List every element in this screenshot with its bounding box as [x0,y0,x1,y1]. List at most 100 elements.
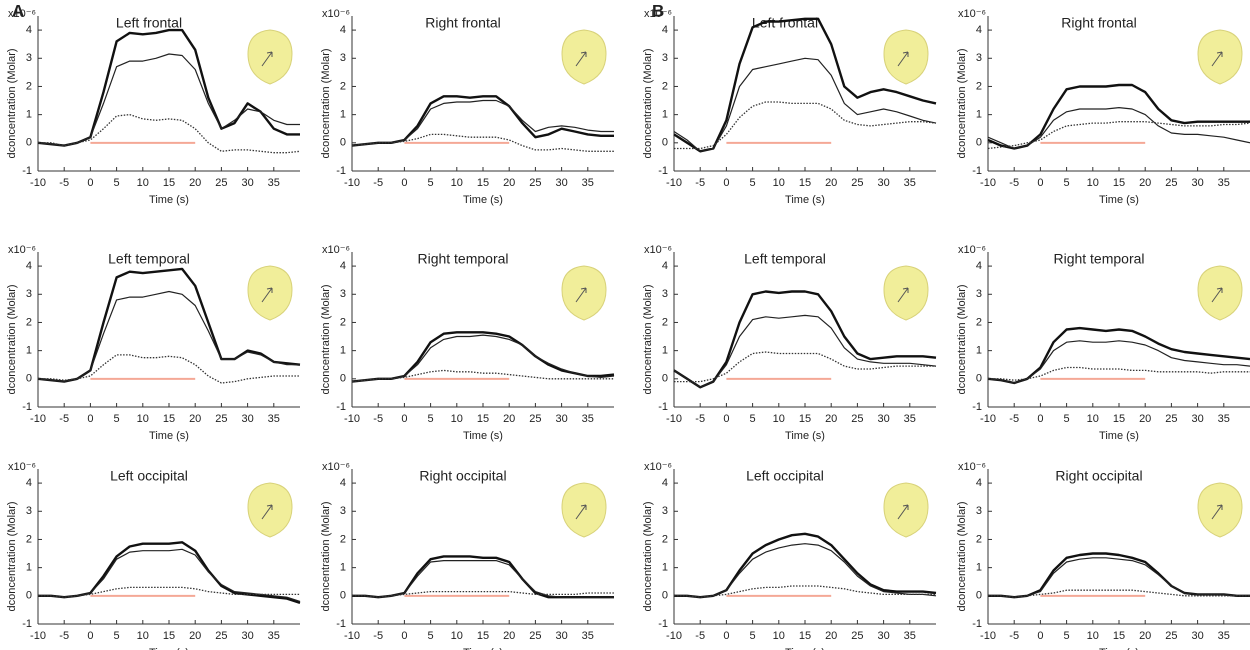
line-series [987,106,1250,150]
x-tick-label: -10 [980,413,996,425]
y-tick-label: 1 [26,345,32,357]
x-tick-label: 20 [1139,630,1151,642]
x-tick-label: 5 [428,177,434,189]
y-tick-label: 0 [662,137,668,149]
x-tick-label: 0 [723,413,729,425]
x-tick-label: -5 [59,630,69,642]
x-tick-label: 20 [189,413,201,425]
chart-title: Left temporal [744,251,826,267]
brain-icon [1197,29,1243,85]
x-tick-label: 35 [268,413,280,425]
x-tick-label: 5 [1064,413,1070,425]
y-tick-label: 2 [26,533,32,545]
y-tick-label: 3 [662,505,668,517]
brain-icon-arrow [897,287,909,303]
x-tick-label: 0 [1037,630,1043,642]
y-tick-label: 4 [26,477,32,489]
x-tick-label: -5 [695,413,705,425]
y-axis-label: dconcentration (Molar) [956,284,968,394]
chart-title: Right temporal [417,251,508,267]
x-tick-label: -5 [373,413,383,425]
line-series [351,95,614,147]
x-axis-label: Time (s) [463,194,503,206]
line-series [351,369,614,383]
y-tick-label: 3 [340,52,346,64]
y-tick-label: -1 [658,618,668,630]
line-series [987,340,1250,384]
chart-title: Right occipital [419,468,506,484]
x-tick-label: 20 [503,177,515,189]
x-tick-label: -10 [30,630,46,642]
x-tick-label: 25 [1165,413,1177,425]
line-series [674,585,936,598]
x-tick-label: 0 [723,630,729,642]
x-tick-label: -10 [666,630,682,642]
x-tick-label: -10 [980,177,996,189]
y-tick-label: 0 [340,373,346,385]
x-tick-label: 35 [268,630,280,642]
x-tick-label: 35 [904,630,916,642]
y-axis-label: dconcentration (Molar) [320,284,332,394]
brain-icon [883,482,929,538]
y-multiplier: x10⁻⁶ [322,244,350,256]
chart-title: Right occipital [1055,468,1142,484]
x-tick-label: 30 [877,413,889,425]
x-tick-label: 10 [1087,630,1099,642]
x-tick-label: 20 [825,177,837,189]
y-axis-label: dconcentration (Molar) [320,48,332,158]
x-tick-label: 0 [1037,177,1043,189]
line-series [38,354,300,384]
y-tick-label: -1 [658,401,668,413]
line-series [988,552,1250,599]
x-tick-label: 5 [1064,177,1070,189]
y-tick-label: 2 [340,80,346,92]
line-series [37,290,300,383]
x-tick-label: 15 [799,177,811,189]
x-tick-label: 10 [137,177,149,189]
x-tick-label: 0 [401,177,407,189]
x-tick-label: 0 [1037,413,1043,425]
x-tick-label: -5 [373,177,383,189]
x-tick-label: 15 [1113,630,1125,642]
x-axis-label: Time (s) [1099,647,1139,650]
x-tick-label: 35 [1218,177,1230,189]
y-tick-label: 2 [340,316,346,328]
x-tick-label: -5 [695,177,705,189]
line-series [674,101,937,150]
y-tick-label: -1 [972,165,982,177]
x-tick-label: 20 [189,630,201,642]
y-tick-label: 1 [976,345,982,357]
y-tick-label: 3 [976,505,982,517]
x-tick-label: 25 [215,177,227,189]
y-tick-label: 4 [26,24,32,36]
x-axis-label: Time (s) [1099,194,1139,206]
x-axis-label: Time (s) [785,647,825,650]
line-series [673,17,937,153]
x-tick-label: 5 [750,413,756,425]
x-tick-label: 10 [773,413,785,425]
line-series [987,83,1250,150]
x-tick-label: 10 [1087,177,1099,189]
x-tick-label: 20 [503,413,515,425]
y-multiplier: x10⁻⁶ [8,244,36,256]
brain-icon [247,265,293,321]
brain-icon [247,482,293,538]
x-tick-label: 25 [529,413,541,425]
x-tick-label: 30 [241,630,253,642]
x-tick-label: 15 [477,413,489,425]
y-axis-label: dconcentration (Molar) [642,501,654,611]
x-tick-label: 20 [1139,177,1151,189]
x-tick-label: -10 [344,630,360,642]
x-tick-label: 10 [451,413,463,425]
line-series [37,53,300,147]
y-tick-label: -1 [22,401,32,413]
brain-icon-arrow [575,51,587,67]
y-tick-label: 4 [662,260,668,272]
brain-icon-arrow [897,51,909,67]
x-tick-label: 25 [1165,177,1177,189]
line-series [352,559,614,598]
x-tick-label: 5 [1064,630,1070,642]
x-tick-label: 35 [268,177,280,189]
